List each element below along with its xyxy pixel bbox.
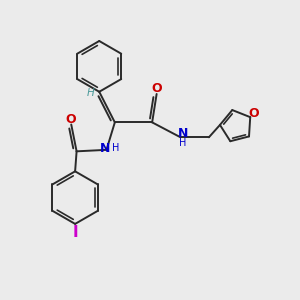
Text: N: N xyxy=(100,142,110,155)
Text: H: H xyxy=(179,138,186,148)
Text: O: O xyxy=(151,82,162,95)
Text: N: N xyxy=(177,127,188,140)
Text: H: H xyxy=(112,143,119,153)
Text: H: H xyxy=(87,88,95,98)
Text: O: O xyxy=(65,112,76,126)
Text: I: I xyxy=(72,225,78,240)
Text: O: O xyxy=(248,107,259,120)
